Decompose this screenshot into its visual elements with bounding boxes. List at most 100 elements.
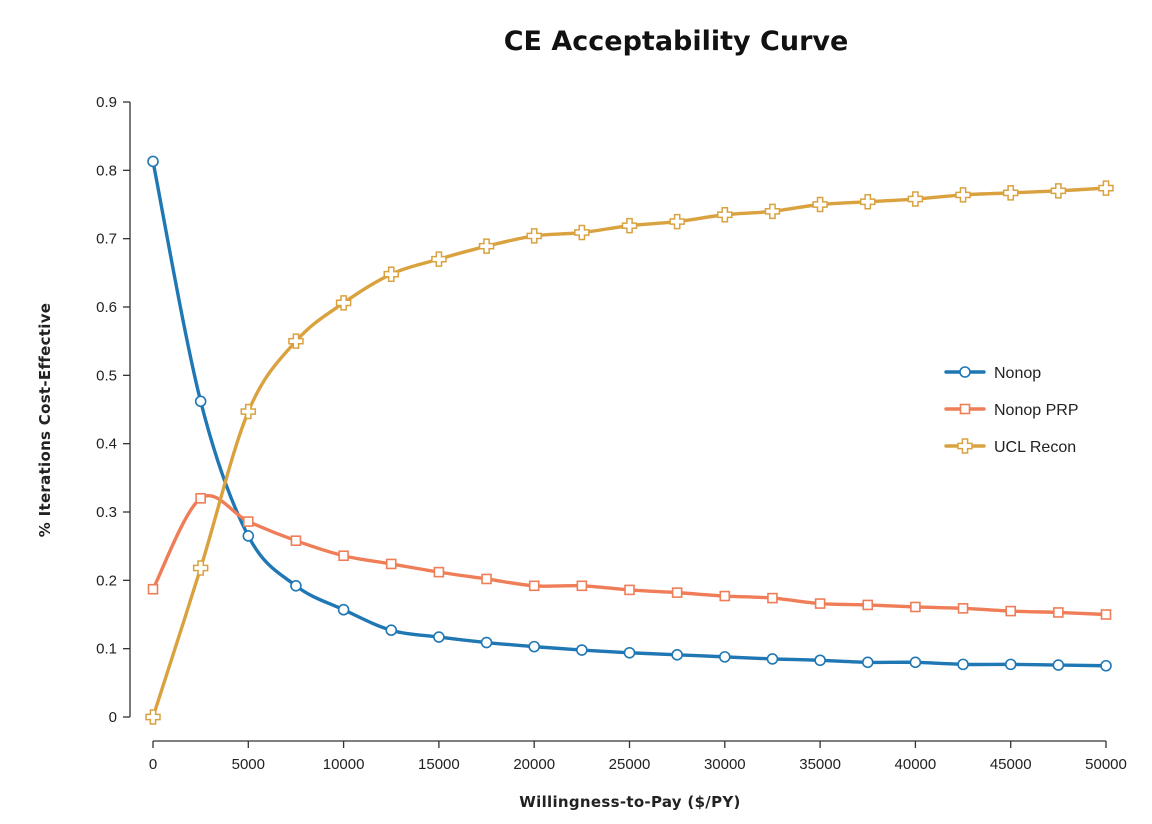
data-point-ucl-recon xyxy=(621,217,638,234)
data-point-ucl-recon xyxy=(574,224,590,241)
data-point-nonop xyxy=(1052,659,1065,671)
data-point-nonop xyxy=(909,656,922,669)
data-point-nonop xyxy=(814,654,826,667)
data-point-nonop xyxy=(671,649,683,661)
y-tick-label: 0.7 xyxy=(96,231,117,248)
data-point-ucl-recon xyxy=(764,203,781,220)
data-point-nonop-prp xyxy=(719,590,731,602)
data-point-ucl-recon xyxy=(1002,185,1019,201)
data-point-ucl-recon xyxy=(1098,180,1114,196)
series-line-ucl-recon xyxy=(151,186,1108,719)
x-tick-label: 45000 xyxy=(990,756,1032,773)
data-point-ucl-recon xyxy=(860,194,876,210)
data-point-nonop-prp xyxy=(195,493,206,504)
x-tick-label: 10000 xyxy=(323,756,365,773)
series-line-nonop xyxy=(151,159,1108,668)
data-point-nonop-prp xyxy=(814,598,826,609)
data-point-nonop xyxy=(576,644,588,656)
x-tick-label: 40000 xyxy=(895,756,937,773)
data-point-nonop xyxy=(528,640,541,653)
data-point-ucl-recon xyxy=(955,187,971,203)
legend-label: UCL Recon xyxy=(994,439,1076,456)
data-point-nonop xyxy=(290,579,302,592)
y-ticks: 0 0.1 0.2 0.3 0.4 0.5 0.6 0.7 0.8 0.9 xyxy=(96,94,130,726)
y-tick-label: 0.6 xyxy=(96,299,117,316)
legend-item-nonop: Nonop xyxy=(944,365,1041,382)
data-point-nonop xyxy=(194,395,207,408)
data-point-nonop xyxy=(480,636,493,649)
data-point-nonop-prp xyxy=(528,580,540,592)
data-point-nonop xyxy=(766,653,779,665)
data-point-nonop-prp xyxy=(147,583,159,595)
data-point-nonop-prp xyxy=(1100,609,1112,620)
markers-nonop xyxy=(147,155,1112,672)
x-tick-label: 0 xyxy=(149,756,157,773)
data-point-ucl-recon xyxy=(478,238,495,254)
data-point-nonop-prp xyxy=(862,599,874,611)
series-ucl-recon xyxy=(151,186,1108,719)
y-tick-label: 0.1 xyxy=(96,641,117,658)
x-tick-label: 5000 xyxy=(232,756,265,773)
y-tick-label: 0.3 xyxy=(96,504,117,521)
data-point-nonop-prp xyxy=(957,603,969,614)
data-point-nonop xyxy=(957,658,969,671)
data-point-nonop-prp xyxy=(671,587,683,598)
y-tick-label: 0.8 xyxy=(96,162,117,179)
data-point-ucl-recon xyxy=(383,266,399,282)
data-point-nonop-prp xyxy=(1005,605,1017,617)
markers-nonop-prp xyxy=(147,493,1112,620)
data-point-nonop xyxy=(1100,659,1112,672)
y-tick-label: 0.4 xyxy=(96,436,117,453)
x-tick-label: 20000 xyxy=(513,756,555,773)
data-point-nonop-prp xyxy=(338,550,349,562)
data-point-nonop-prp xyxy=(1053,607,1064,618)
series-line-nonop-prp xyxy=(151,494,1108,617)
data-point-nonop xyxy=(433,631,445,643)
x-axis-title: Willingness-to-Pay ($/PY) xyxy=(519,793,740,811)
data-point-ucl-recon xyxy=(240,403,257,420)
data-point-ucl-recon xyxy=(288,333,304,349)
data-point-nonop xyxy=(623,646,636,659)
y-tick-label: 0 xyxy=(109,709,117,726)
data-point-nonop-prp xyxy=(624,584,635,596)
legend: Nonop Nonop PRP UCL Recon xyxy=(944,365,1079,456)
x-tick-label: 30000 xyxy=(704,756,746,773)
data-point-nonop-prp xyxy=(481,573,492,585)
chart-title: CE Acceptability Curve xyxy=(504,26,849,57)
data-point-ucl-recon xyxy=(192,560,209,576)
data-point-nonop xyxy=(718,651,731,663)
series-nonop-prp xyxy=(151,494,1108,617)
data-point-ucl-recon xyxy=(526,228,542,244)
data-point-nonop-prp xyxy=(243,516,254,527)
data-point-nonop xyxy=(337,603,350,616)
data-point-nonop-prp xyxy=(576,580,588,592)
markers-ucl-recon xyxy=(145,180,1114,725)
legend-item-nonop-prp: Nonop PRP xyxy=(944,402,1079,419)
y-tick-label: 0.5 xyxy=(96,367,117,384)
legend-item-ucl-recon: UCL Recon xyxy=(944,438,1076,456)
legend-marker xyxy=(957,438,973,454)
y-axis-title: % Iterations Cost-Effective xyxy=(36,303,54,538)
data-point-nonop-prp xyxy=(910,601,921,613)
x-tick-label: 25000 xyxy=(609,756,651,773)
data-point-ucl-recon xyxy=(431,251,447,267)
x-tick-label: 50000 xyxy=(1085,756,1127,773)
y-tick-label: 0.9 xyxy=(96,94,117,111)
data-point-ucl-recon xyxy=(907,191,924,207)
data-point-ucl-recon xyxy=(812,196,828,213)
data-point-nonop xyxy=(1004,658,1017,671)
data-point-nonop xyxy=(242,530,255,542)
data-point-nonop-prp xyxy=(433,566,445,578)
data-point-nonop xyxy=(861,656,874,669)
series-nonop xyxy=(151,159,1108,668)
legend-label: Nonop PRP xyxy=(994,402,1079,419)
data-point-ucl-recon xyxy=(717,207,733,223)
data-point-ucl-recon xyxy=(335,295,352,311)
data-point-ucl-recon xyxy=(145,709,161,725)
legend-marker xyxy=(959,366,971,378)
data-point-nonop-prp xyxy=(290,535,302,547)
data-point-ucl-recon xyxy=(1050,183,1067,199)
legend-marker xyxy=(959,403,971,415)
x-tick-label: 15000 xyxy=(418,756,460,773)
